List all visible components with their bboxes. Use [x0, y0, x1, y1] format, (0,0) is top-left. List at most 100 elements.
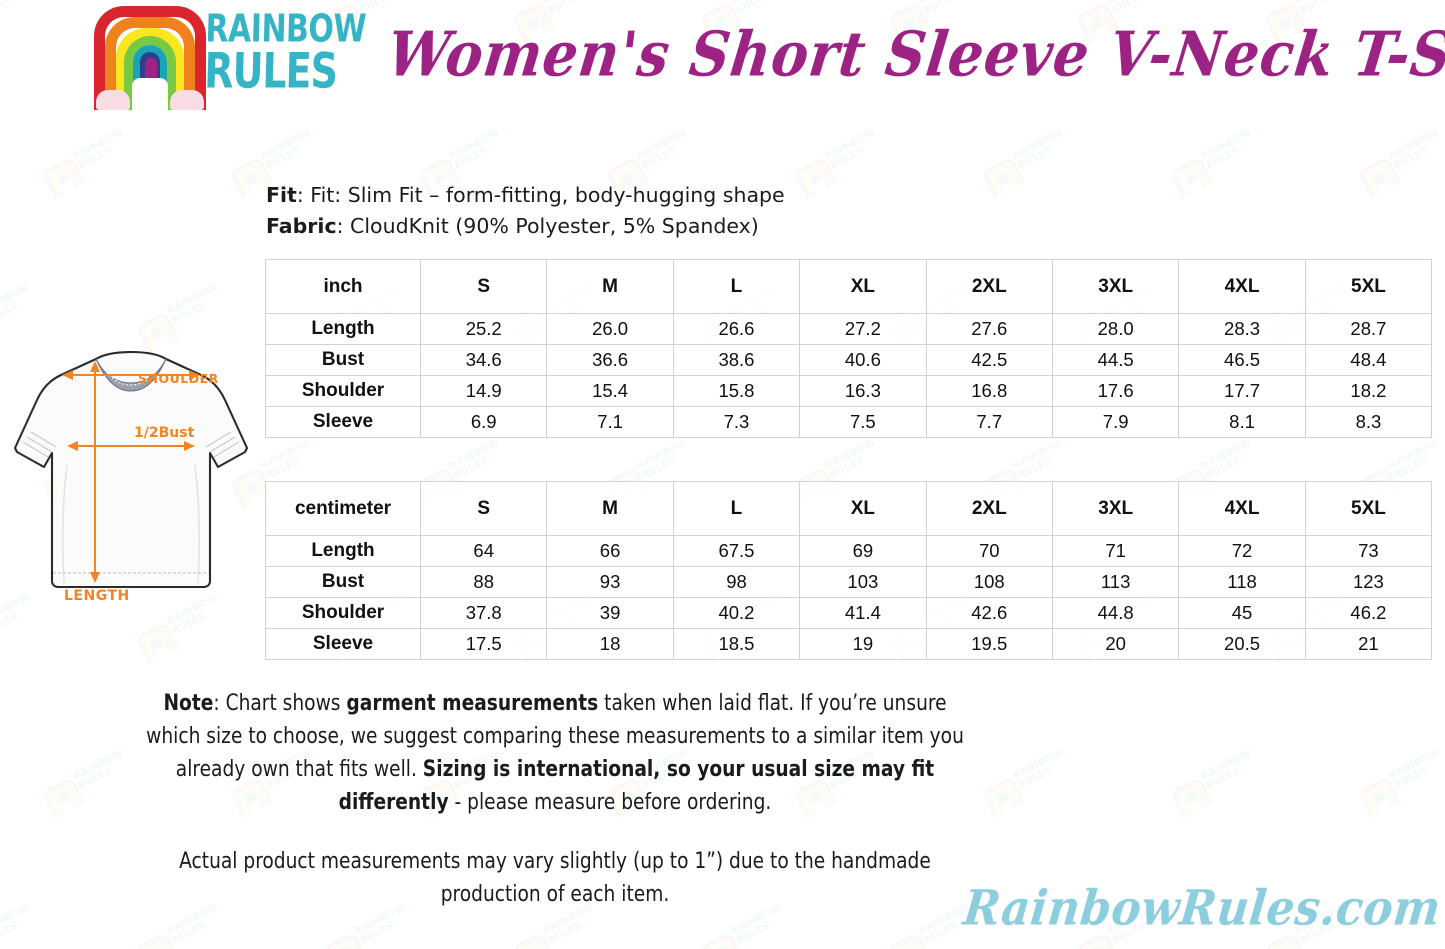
cell-length-2xl: 70: [925, 535, 1053, 567]
tshirt-collar: [95, 358, 167, 392]
table-row: Sleeve 17.5 18 18.5 19 19.5 20 20.5 21: [265, 628, 1433, 660]
brand-wordmark-line2: RULES: [203, 42, 338, 99]
table-body: Length 25.2 26.0 26.6 27.2 27.6 28.0 28.3 28.7 Bu…: [265, 313, 1433, 438]
cell-sleeve-4xl: 20.5: [1178, 628, 1306, 660]
length-measure-arrow: [90, 361, 100, 583]
cell-bust-s: 34.6: [419, 344, 548, 376]
cell-length-s: 64: [419, 535, 548, 567]
table-size-header-2xl: 2XL: [925, 259, 1053, 314]
tshirt-seam-shading: [61, 464, 201, 584]
row-label-sleeve: Sleeve: [265, 628, 421, 660]
table-row: Bust 88 93 98 103 108 113 118 123: [265, 566, 1433, 598]
table-size-header-l: L: [672, 481, 801, 536]
note-segment-3: - please measure before ordering.: [448, 789, 772, 815]
spec-fit-key: Fit: [266, 183, 297, 207]
disclaimer-paragraph: Actual product measurements may vary sli…: [179, 848, 931, 907]
cell-shoulder-s: 37.8: [419, 597, 548, 629]
table-size-header-2xl: 2XL: [925, 481, 1053, 536]
cell-length-5xl: 73: [1304, 535, 1433, 567]
watermark-rainbow-icon: [1169, 776, 1214, 819]
watermark-rainbow-icon: [135, 621, 180, 664]
cell-bust-4xl: 118: [1178, 566, 1306, 598]
table-size-header-5xl: 5XL: [1304, 481, 1433, 536]
cell-bust-2xl: 42.5: [925, 344, 1053, 376]
size-table-inch: inch S M L XL 2XL 3XL 4XL 5XL Length 25.2 26.0 26.6…: [265, 259, 1433, 438]
table-unit-header: inch: [265, 259, 421, 314]
cell-shoulder-s: 14.9: [419, 375, 548, 407]
cell-sleeve-2xl: 7.7: [925, 406, 1053, 438]
rainbow-arch-logo-icon: [94, 6, 206, 110]
cell-length-l: 26.6: [672, 313, 801, 345]
cell-length-3xl: 28.0: [1051, 313, 1180, 345]
cell-sleeve-l: 7.3: [672, 406, 801, 438]
brand-wordmark: RAINBOW RULES: [203, 7, 367, 99]
table-size-header-m: M: [546, 259, 674, 314]
watermark-rainbow-icon: [323, 931, 368, 949]
half-bust-dimension-label: 1/2Bust: [134, 425, 195, 441]
t-shirt-measurement-diagram: [13, 350, 249, 589]
table-size-header-s: S: [419, 259, 548, 314]
cell-sleeve-3xl: 7.9: [1051, 406, 1180, 438]
table-size-header-3xl: 3XL: [1051, 481, 1180, 536]
row-label-sleeve: Sleeve: [265, 406, 421, 438]
watermark-rainbow-icon: [1169, 156, 1214, 199]
cell-length-3xl: 71: [1051, 535, 1180, 567]
cell-shoulder-xl: 16.3: [799, 375, 927, 407]
table-size-header-xl: XL: [799, 481, 927, 536]
header: RAINBOW RULES Women's Short Sleeve V-Nec…: [0, 0, 1445, 120]
cell-sleeve-l: 18.5: [672, 628, 801, 660]
watermark-rainbow-icon: [793, 156, 838, 199]
cell-sleeve-s: 17.5: [419, 628, 548, 660]
watermark-rainbow-icon: [1357, 156, 1402, 199]
cell-bust-xl: 40.6: [799, 344, 927, 376]
table-row: Length 25.2 26.0 26.6 27.2 27.6 28.0 28.3 28.7: [265, 313, 1433, 345]
shoulder-dimension-label: SHOULDER: [138, 371, 219, 386]
shoulder-measure-arrow: [62, 370, 200, 380]
cell-shoulder-xl: 41.4: [799, 597, 927, 629]
watermark-rainbow-icon: [135, 931, 180, 949]
table-size-header-3xl: 3XL: [1051, 259, 1180, 314]
table-size-header-5xl: 5XL: [1304, 259, 1433, 314]
table-size-header-xl: XL: [799, 259, 927, 314]
cell-sleeve-xl: 19: [799, 628, 927, 660]
note-key: Note: [163, 690, 214, 716]
cell-bust-m: 93: [546, 566, 674, 598]
row-label-shoulder: Shoulder: [265, 597, 421, 629]
cell-shoulder-3xl: 17.6: [1051, 375, 1180, 407]
table-row: Shoulder 14.9 15.4 15.8 16.3 16.8 17.6 17.7 18.2: [265, 375, 1433, 407]
logo-notch: [132, 78, 168, 110]
note-segment-2: taken when laid flat. If you’re unsure w…: [146, 690, 964, 782]
cell-sleeve-3xl: 20: [1051, 628, 1180, 660]
cell-bust-l: 38.6: [672, 344, 801, 376]
cell-shoulder-2xl: 42.6: [925, 597, 1053, 629]
row-label-length: Length: [265, 535, 421, 567]
cell-length-5xl: 28.7: [1304, 313, 1433, 345]
product-spec-block: Fit: Fit: Slim Fit – form-fitting, body-…: [266, 180, 785, 242]
cloud-right-icon: [170, 90, 204, 110]
cell-shoulder-m: 39: [546, 597, 674, 629]
cell-sleeve-4xl: 8.1: [1178, 406, 1306, 438]
row-label-bust: Bust: [265, 344, 421, 376]
cell-bust-2xl: 108: [925, 566, 1053, 598]
cell-length-s: 25.2: [419, 313, 548, 345]
